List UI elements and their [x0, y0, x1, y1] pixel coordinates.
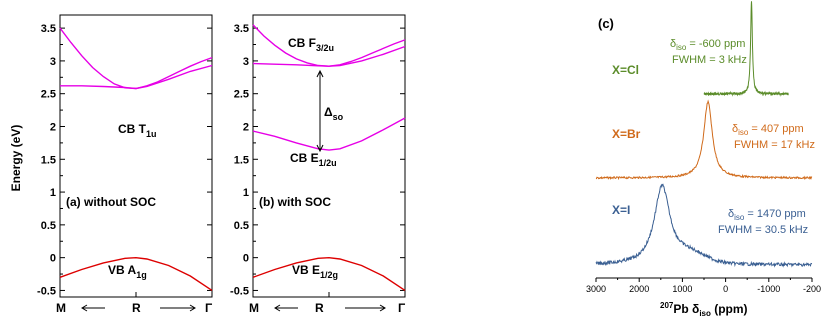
panel-b-ytick-label: -0.5	[230, 285, 249, 297]
spectrum-cl-line	[703, 1, 789, 97]
spectrum-br-fwhm: FWHM = 17 kHz	[734, 139, 815, 151]
panel-b-cb-bot-label: CB E1/2u	[290, 151, 337, 168]
panel-a-ytick-label: 3	[50, 56, 56, 68]
panel-a-arrows	[81, 304, 196, 312]
panel-a-xtick-m: M	[56, 301, 66, 315]
panel-b-vb-label: VB E1/2g	[292, 263, 338, 280]
panel-b-delta-arrow	[316, 69, 324, 153]
spectrum-cl-fwhm: FWHM = 3 kHz	[672, 54, 747, 66]
panel-b-ytick-label: 0	[243, 253, 249, 265]
panel-a-xtick-gamma: Γ	[205, 301, 213, 315]
panel-a-ytick-label: 3.5	[41, 23, 56, 35]
panel-c-xtick-label: -1000	[757, 284, 780, 294]
panel-a-ytick-label: 2.5	[41, 89, 56, 101]
spectrum-i-fwhm: FWHM = 30.5 kHz	[718, 224, 808, 236]
panel-b-bands	[252, 24, 406, 291]
panel-b-arrows	[274, 304, 386, 312]
panel-b-frame	[252, 14, 406, 298]
panel-b-ytick-label: 2.5	[234, 89, 249, 101]
spectrum-br-line	[595, 99, 813, 181]
panel-b-ytick-label: 3	[243, 56, 249, 68]
panel-c-xtick-label: 1000	[672, 284, 692, 294]
panel-b: 3.5 3 2.5 2 1.5 1 0.5 0 -0.5 (b) with SOC CB F3/…	[230, 14, 406, 315]
panel-a-xtick-r: R	[132, 301, 141, 315]
panel-b-label: (b) with SOC	[259, 195, 331, 209]
panel-c-x-axis-label: 207Pb δiso (ppm)	[660, 301, 748, 318]
panel-a-cb-line-2	[60, 64, 213, 90]
panel-c-label: (c)	[598, 16, 614, 31]
spectrum-br-delta: δiso = 407 ppm	[732, 123, 804, 137]
panel-c-xtick-label: 3000	[586, 284, 606, 294]
y-axis-label: Energy (eV)	[9, 125, 23, 192]
panel-a: 3.5 3 2.5 2 1.5 1 0.5 0 -0.5 (a) without SOC CB …	[37, 14, 213, 315]
panel-b-cb-top-label: CB F3/2u	[288, 36, 334, 53]
panel-a-y-ticks: 3.5 3 2.5 2 1.5 1 0.5 0 -0.5	[37, 23, 212, 297]
panel-b-ytick-label: 0.5	[234, 220, 249, 232]
panel-b-delta-label: Δso	[324, 105, 344, 122]
panel-b-y-ticks: 3.5 3 2.5 2 1.5 1 0.5 0 -0.5	[230, 23, 405, 297]
spectrum-cl-name: X=Cl	[612, 63, 639, 77]
spectrum-i-delta: δiso = 1470 ppm	[728, 208, 806, 222]
panel-c-x-ticks: 3000 2000 1000 0 -1000 -200	[586, 278, 821, 294]
panel-b-ytick-label: 1.5	[234, 154, 249, 166]
panel-a-vb-label: VB A1g	[108, 263, 147, 280]
panel-a-label: (a) without SOC	[66, 195, 156, 209]
panel-b-ytick-label: 2	[243, 121, 249, 133]
panel-b-xtick-m: M	[249, 301, 259, 315]
panel-a-vb-line	[59, 256, 213, 291]
panel-a-ytick-label: 1	[50, 187, 56, 199]
panel-b-ytick-label: 3.5	[234, 23, 249, 35]
spectrum-br-name: X=Br	[612, 127, 641, 141]
panel-c: (c) 3000 2000 1000 0 -1000 -200 X=Cl δiso = -…	[586, 1, 821, 318]
panel-c-spectra	[595, 1, 813, 268]
panel-b-xtick-gamma: Γ	[398, 301, 406, 315]
spectrum-i-name: X=I	[612, 203, 630, 217]
spectrum-i-line	[595, 183, 813, 268]
panel-b-cb-line-3	[252, 117, 406, 151]
panel-c-xtick-label: 0	[723, 284, 728, 294]
panel-a-cb-label: CB T1u	[118, 122, 157, 139]
panel-b-cb-line-2	[252, 45, 406, 67]
spectrum-cl-delta: δiso = -600 ppm	[670, 38, 745, 52]
panel-c-xtick-label: -200	[803, 284, 821, 294]
panel-a-bands	[59, 27, 213, 291]
panel-a-ytick-label: 1.5	[41, 154, 56, 166]
panel-b-ytick-label: 1	[243, 187, 249, 199]
panel-a-ytick-label: -0.5	[37, 285, 56, 297]
panel-a-ytick-label: 0	[50, 253, 56, 265]
panel-c-xtick-label: 2000	[629, 284, 649, 294]
panel-b-xtick-r: R	[315, 301, 324, 315]
panel-a-ytick-label: 2	[50, 121, 56, 133]
panel-b-vb-line	[252, 256, 406, 291]
panel-a-cb-line-1	[59, 27, 213, 90]
panel-a-ytick-label: 0.5	[41, 220, 56, 232]
